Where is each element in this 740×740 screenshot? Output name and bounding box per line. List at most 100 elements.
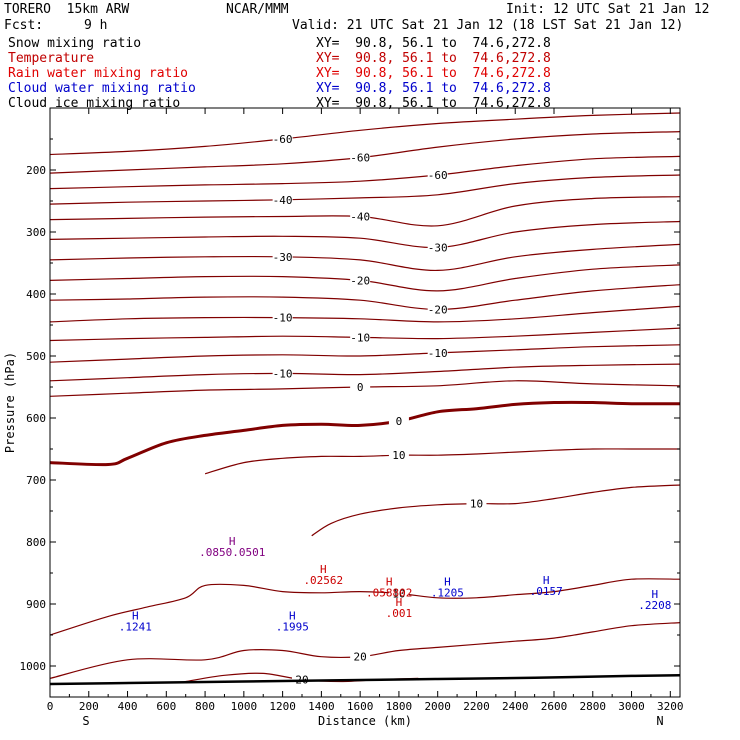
contour-label-background	[350, 381, 371, 392]
y-tick-label: 400	[26, 288, 46, 301]
contour-label: 0	[357, 381, 364, 394]
contour-label: 10	[392, 449, 405, 462]
maximum-marker: H	[386, 575, 393, 588]
contour-label: -30	[428, 242, 448, 255]
contour-label-background	[272, 311, 293, 323]
field-name-snow: Snow mixing ratio	[8, 36, 142, 51]
temperature-contour	[50, 344, 680, 363]
maximum-value-label: .1205	[431, 586, 464, 599]
maximum-value-label: .1241	[119, 621, 152, 634]
x-tick-label: 2400	[502, 700, 529, 713]
field-xy-temperature: XY= 90.8, 56.1 to 74.6,272.8	[316, 51, 551, 66]
init-time: Init: 12 UTC Sat 21 Jan 12	[506, 2, 710, 17]
contour-label-background	[272, 250, 293, 262]
maximum-value-label: .2208	[638, 599, 671, 612]
contour-label-background	[427, 241, 448, 253]
maximum-marker: H	[444, 575, 451, 588]
maximum-value-label: .058802	[366, 586, 412, 599]
x-tick-label: 2800	[580, 700, 607, 713]
x-tick-label: 400	[118, 700, 138, 713]
model-title: TORERO 15km ARW	[4, 2, 130, 17]
y-tick-label: 900	[26, 598, 46, 611]
x-tick-label: 600	[156, 700, 176, 713]
y-tick-label: 800	[26, 536, 46, 549]
y-tick-label: 1000	[20, 660, 47, 673]
y-tick-label: 300	[26, 226, 46, 239]
contour-label: -10	[428, 347, 448, 360]
y-tick-label: 700	[26, 474, 46, 487]
field-xy-cloud-ice: XY= 90.8, 56.1 to 74.6,272.8	[316, 96, 551, 111]
contour-label-background	[350, 274, 371, 286]
contour-label-background	[350, 210, 371, 222]
x-tick-label: 1400	[308, 700, 335, 713]
y-tick-label: 500	[26, 350, 46, 363]
temperature-contour	[50, 243, 680, 272]
plot-area: -60 -60 -60 -40 -40 -30 -30 -20 -20 -10 -10 -10 -10 0…	[50, 112, 680, 687]
contour-label: 0	[396, 415, 403, 428]
north-end-label: N	[656, 714, 663, 728]
contour-label: -60	[428, 169, 448, 182]
maximum-value-label: .1995	[276, 621, 309, 634]
forecast-hour: 9 h	[84, 18, 108, 33]
field-name-temperature: Temperature	[8, 51, 95, 66]
x-tick-label: 3000	[618, 700, 645, 713]
x-tick-label: 3200	[657, 700, 684, 713]
temperature-contour	[204, 448, 680, 475]
forecast-label: Fcst:	[4, 18, 44, 33]
south-end-label: S	[82, 714, 89, 728]
temperature-contour	[50, 578, 680, 636]
contour-label-background	[388, 587, 409, 599]
x-tick-label: 0	[47, 700, 54, 713]
y-tick-label: 200	[26, 164, 46, 177]
contour-label: -20	[428, 304, 448, 317]
contour-label: 10	[470, 498, 483, 511]
maximum-marker: H	[320, 563, 327, 576]
plot-frame	[49, 107, 681, 698]
y-tick-label: 600	[26, 412, 46, 425]
x-tick-label: 1000	[231, 700, 258, 713]
temperature-contour	[50, 174, 680, 205]
contour-label-background	[350, 331, 371, 343]
maximum-marker: H	[651, 588, 658, 601]
temperature-contour	[50, 284, 680, 311]
x-tick-label: 1200	[269, 700, 296, 713]
maximum-marker: H	[543, 574, 550, 587]
contour-label: -10	[273, 367, 293, 380]
temperature-contour	[50, 220, 680, 249]
center-title: NCAR/MMM	[226, 2, 289, 17]
contour-label-background	[272, 367, 293, 379]
maximum-value-label: .02562	[303, 574, 343, 587]
field-xy-rain: XY= 90.8, 56.1 to 74.6,272.8	[316, 66, 551, 81]
temperature-contour	[50, 155, 680, 190]
contour-label-background	[350, 650, 371, 662]
x-tick-label: 2000	[424, 700, 451, 713]
contour-label: -10	[273, 312, 293, 325]
contour-label: -60	[350, 152, 370, 165]
maximum-value-label: .001	[386, 607, 413, 620]
x-tick-label: 2600	[541, 700, 568, 713]
maximum-value-label: .0157	[530, 585, 563, 598]
x-tick-label: 1600	[347, 700, 374, 713]
field-name-cloud-ice: Cloud ice mixing ratio	[8, 96, 181, 111]
temperature-contour	[50, 112, 680, 156]
maximum-value-label: .0850.0501	[199, 546, 265, 559]
contour-label-background	[388, 415, 409, 427]
x-tick-label: 200	[79, 700, 99, 713]
contour-label-background	[350, 151, 371, 163]
contour-label-background	[427, 168, 448, 180]
y-axis-title: Pressure (hPa)	[3, 352, 17, 453]
contour-label: 10	[392, 587, 405, 600]
maximum-marker: H	[289, 610, 296, 623]
temperature-contour	[50, 305, 680, 323]
contour-label-background	[388, 449, 409, 461]
contour-label-background	[427, 303, 448, 315]
x-tick-label: 1800	[386, 700, 413, 713]
contour-label: -30	[273, 251, 293, 264]
field-xy-cloud-water: XY= 90.8, 56.1 to 74.6,272.8	[316, 81, 551, 96]
field-name-cloud-water: Cloud water mixing ratio	[8, 81, 196, 96]
x-tick-label: 800	[195, 700, 215, 713]
temperature-contour	[311, 484, 680, 537]
contour-label-background	[272, 193, 293, 205]
maximum-marker: H	[132, 610, 139, 623]
